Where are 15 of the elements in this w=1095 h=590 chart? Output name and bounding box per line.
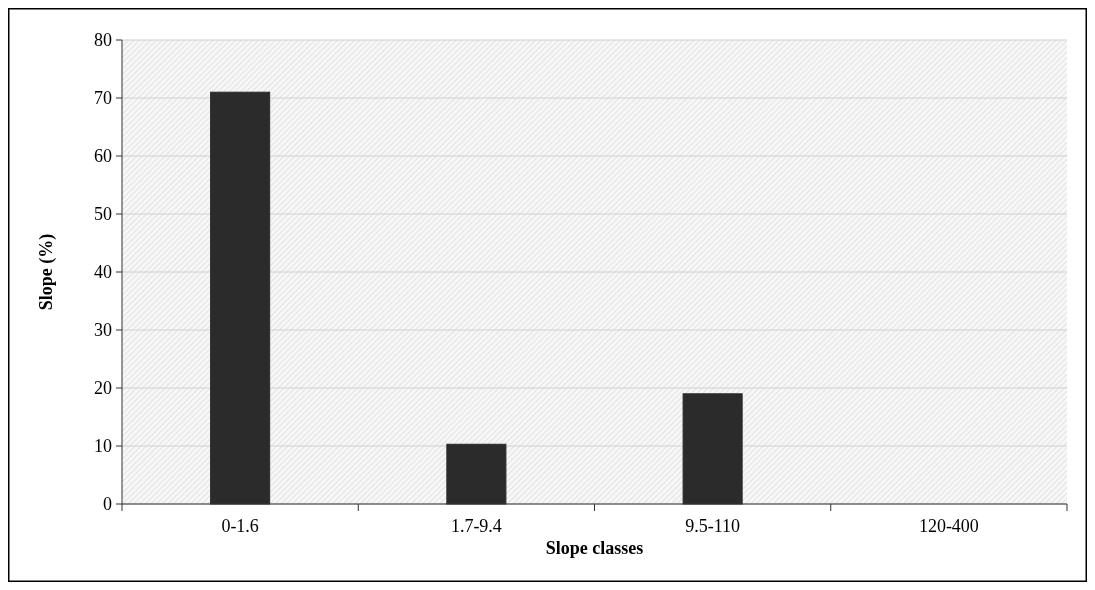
y-axis-title: Slope (%)	[36, 233, 57, 311]
x-axis-title: Slope classes	[545, 538, 644, 558]
y-tick-label: 0	[103, 494, 112, 515]
y-tick-label: 70	[94, 88, 112, 109]
y-tick-label: 80	[94, 30, 112, 51]
y-tick-label: 20	[94, 378, 112, 399]
y-tick-label: 60	[94, 146, 112, 167]
y-tick-label: 50	[94, 204, 112, 225]
x-tick-label: 0-1.6	[221, 516, 259, 536]
x-tick-label: 1.7-9.4	[450, 516, 502, 536]
x-tick-label: 9.5-110	[685, 516, 741, 536]
y-tick-label: 10	[94, 436, 112, 457]
y-tick-label: 30	[94, 320, 112, 341]
x-tick-label: 120-400	[918, 516, 979, 536]
y-tick-label: 40	[94, 262, 112, 283]
